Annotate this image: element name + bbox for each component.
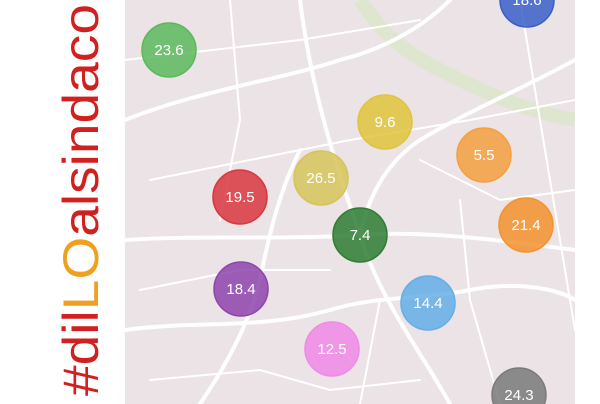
marker: 18.4 xyxy=(213,261,269,317)
marker-label: 23.6 xyxy=(154,42,183,59)
marker-circle xyxy=(213,261,269,317)
marker: 5.5 xyxy=(456,127,512,183)
marker: 26.5 xyxy=(293,150,349,206)
marker-label: 9.6 xyxy=(375,114,396,131)
marker-circle xyxy=(357,94,413,150)
marker-label: 18.6 xyxy=(512,0,541,9)
markers: 23.6 18.6 9.6 5.5 26.5 19.5 7.4 21.4 18.4 14.4 12.… xyxy=(141,0,555,404)
marker-circle xyxy=(304,321,360,377)
marker: 7.4 xyxy=(332,207,388,263)
marker-circle xyxy=(332,207,388,263)
marker-label: 7.4 xyxy=(350,227,371,244)
marker-label: 12.5 xyxy=(317,341,346,358)
hashtag-prefix: #dil xyxy=(53,310,109,396)
hashtag-highlight: LO xyxy=(53,237,109,310)
marker: 19.5 xyxy=(212,169,268,225)
marker-circle xyxy=(498,197,554,253)
marker-label: 26.5 xyxy=(306,170,335,187)
marker-circle xyxy=(491,367,547,404)
marker-circle xyxy=(141,22,197,78)
marker-label: 14.4 xyxy=(413,295,442,312)
marker: 14.4 xyxy=(400,275,456,331)
hashtag-suffix: alsindaco xyxy=(53,4,109,237)
marker-circle xyxy=(456,127,512,183)
marker: 12.5 xyxy=(304,321,360,377)
marker-label: 18.4 xyxy=(226,281,255,298)
marker: 24.3 xyxy=(491,367,547,404)
marker: 23.6 xyxy=(141,22,197,78)
marker-circle xyxy=(400,275,456,331)
marker-circle xyxy=(293,150,349,206)
marker: 9.6 xyxy=(357,94,413,150)
marker: 21.4 xyxy=(498,197,554,253)
marker-label: 24.3 xyxy=(504,387,533,404)
marker-circle xyxy=(212,169,268,225)
marker-label: 19.5 xyxy=(225,189,254,206)
hashtag: #dilLOalsindaco xyxy=(53,4,109,396)
marker-label: 5.5 xyxy=(474,147,495,164)
marker: 18.6 xyxy=(499,0,555,28)
marker-circle xyxy=(499,0,555,28)
marker-label: 21.4 xyxy=(511,217,540,234)
